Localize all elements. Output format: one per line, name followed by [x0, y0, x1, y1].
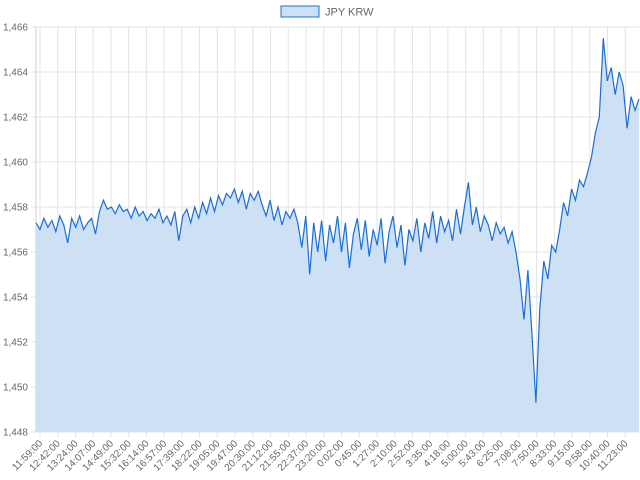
y-tick-label: 1,466	[3, 23, 28, 34]
y-tick-label: 1,462	[3, 113, 28, 124]
legend-swatch	[280, 5, 320, 18]
y-tick-label: 1,458	[3, 203, 28, 214]
legend[interactable]: JPY KRW	[280, 5, 374, 19]
series-area-jpy-krw	[36, 38, 639, 433]
x-axis: 11:59:0012:42:0013:24:0014:07:0014:49:00…	[10, 438, 630, 474]
y-tick-label: 1,452	[3, 338, 28, 349]
y-tick-label: 1,448	[3, 428, 28, 439]
y-tick-label: 1,456	[3, 248, 28, 259]
y-tick-label: 1,460	[3, 158, 28, 169]
legend-label: JPY KRW	[325, 7, 374, 19]
y-tick-label: 1,454	[3, 293, 28, 304]
y-axis: 1,448 1,450 1,452 1,454 1,456 1,458 1,460 1,462…	[3, 23, 28, 439]
y-tick-label: 1,464	[3, 68, 28, 79]
series-line-jpy-krw	[35, 38, 640, 403]
y-tick-label: 1,450	[3, 383, 28, 394]
